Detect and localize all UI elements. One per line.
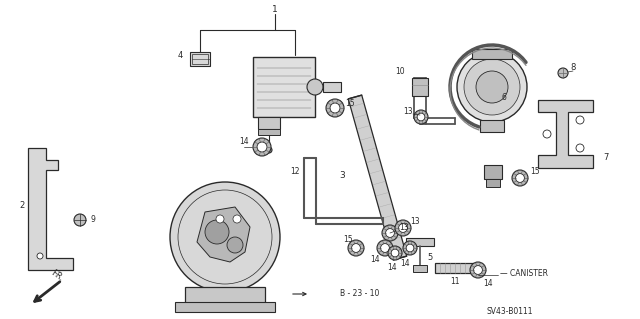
Circle shape (414, 110, 428, 124)
Text: 6: 6 (502, 93, 506, 101)
Circle shape (474, 266, 483, 274)
Bar (323, 82, 341, 92)
Text: 14: 14 (400, 258, 410, 268)
Circle shape (348, 240, 364, 256)
Circle shape (382, 225, 398, 241)
Bar (185, 287, 265, 307)
Text: 3: 3 (339, 170, 345, 180)
Bar (486, 179, 500, 187)
Circle shape (330, 103, 340, 113)
Circle shape (576, 116, 584, 124)
Circle shape (464, 59, 520, 115)
Circle shape (558, 68, 568, 78)
Text: 13: 13 (403, 108, 413, 116)
Text: 7: 7 (604, 153, 609, 162)
Circle shape (377, 240, 393, 256)
Circle shape (470, 262, 486, 278)
Circle shape (381, 244, 389, 252)
Text: 9: 9 (91, 216, 95, 225)
Circle shape (406, 244, 414, 252)
Text: 15: 15 (530, 167, 540, 176)
Text: — CANISTER: — CANISTER (500, 270, 548, 278)
Circle shape (512, 170, 528, 186)
Circle shape (37, 253, 43, 259)
Text: B - 23 - 10: B - 23 - 10 (340, 290, 380, 299)
Bar (253, 57, 315, 117)
Bar (484, 165, 502, 179)
Circle shape (516, 174, 524, 182)
Text: SV43-B0111: SV43-B0111 (487, 307, 533, 315)
Text: 14: 14 (483, 278, 493, 287)
Bar (412, 78, 428, 96)
Bar (472, 49, 512, 59)
Text: 14: 14 (387, 263, 397, 271)
Text: 15: 15 (345, 99, 355, 108)
Circle shape (257, 142, 267, 152)
Circle shape (205, 220, 229, 244)
Bar (406, 238, 434, 246)
Circle shape (391, 249, 399, 257)
Bar (190, 52, 210, 66)
Polygon shape (197, 207, 250, 262)
Text: 15: 15 (343, 235, 353, 244)
Circle shape (266, 147, 272, 153)
Circle shape (399, 224, 408, 233)
Polygon shape (538, 100, 593, 168)
Bar (435, 263, 473, 273)
Circle shape (307, 79, 323, 95)
Circle shape (543, 130, 551, 138)
Text: 2: 2 (19, 201, 24, 210)
Polygon shape (348, 95, 407, 260)
Circle shape (227, 237, 243, 253)
Circle shape (476, 71, 508, 103)
Text: 11: 11 (451, 277, 460, 286)
Text: 10: 10 (395, 68, 405, 77)
Circle shape (403, 241, 417, 255)
Circle shape (395, 220, 411, 236)
Polygon shape (28, 148, 73, 270)
Text: 14: 14 (370, 256, 380, 264)
Circle shape (417, 113, 425, 121)
Text: 4: 4 (177, 50, 182, 60)
Bar (175, 302, 275, 312)
Text: 1: 1 (272, 5, 278, 14)
Text: 8: 8 (570, 63, 576, 72)
Circle shape (253, 138, 271, 156)
Bar (258, 117, 280, 129)
Circle shape (233, 215, 241, 223)
Bar (413, 265, 427, 272)
Circle shape (576, 144, 584, 152)
Bar (258, 129, 280, 135)
Bar (480, 120, 504, 132)
Circle shape (385, 229, 394, 237)
Circle shape (170, 182, 280, 292)
Circle shape (326, 99, 344, 117)
Circle shape (74, 214, 86, 226)
Circle shape (351, 244, 360, 252)
Text: 13: 13 (399, 224, 409, 233)
Text: 12: 12 (291, 167, 300, 176)
Text: FR.: FR. (49, 269, 65, 284)
Bar (192, 54, 208, 64)
Circle shape (457, 52, 527, 122)
Text: 13: 13 (410, 218, 420, 226)
Circle shape (388, 246, 402, 260)
Circle shape (216, 215, 224, 223)
Text: 14: 14 (239, 137, 249, 146)
Text: 5: 5 (428, 254, 433, 263)
